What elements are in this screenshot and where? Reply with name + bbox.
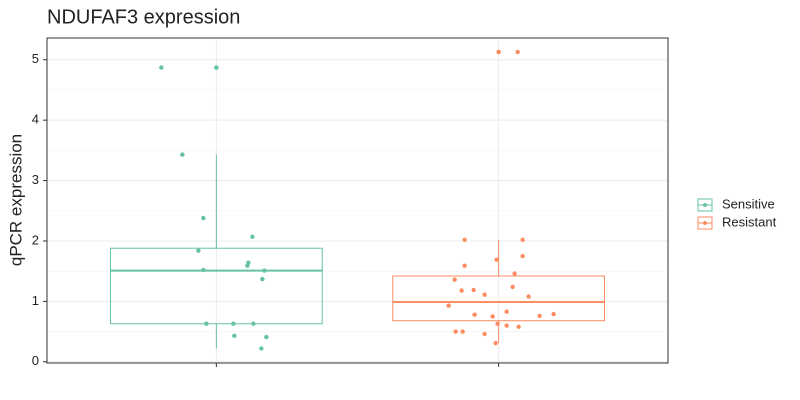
point xyxy=(493,340,498,346)
point xyxy=(520,237,525,242)
y-tick-label: 0 xyxy=(32,353,39,368)
point xyxy=(494,257,499,262)
point xyxy=(460,329,465,334)
point xyxy=(482,331,487,337)
point xyxy=(515,49,520,55)
y-tick-label: 4 xyxy=(32,112,39,127)
point xyxy=(471,287,476,293)
box xyxy=(392,275,605,322)
point xyxy=(482,292,487,297)
box xyxy=(110,247,323,325)
point xyxy=(159,65,164,70)
panel xyxy=(47,38,668,363)
point xyxy=(250,234,255,239)
point xyxy=(472,312,477,317)
point xyxy=(196,248,201,253)
point xyxy=(495,321,500,326)
point xyxy=(232,333,237,339)
point xyxy=(201,215,206,221)
point xyxy=(537,313,542,319)
point xyxy=(490,314,495,319)
point xyxy=(453,329,458,334)
y-tick-label: 5 xyxy=(32,51,39,66)
point xyxy=(459,288,464,293)
point xyxy=(462,237,467,242)
point xyxy=(245,263,250,268)
point xyxy=(262,268,267,273)
legend-key xyxy=(703,203,707,207)
y-tick-label: 2 xyxy=(32,232,39,247)
point xyxy=(516,324,521,329)
legend-key xyxy=(703,221,707,225)
legend-label: Sensitive xyxy=(722,196,775,211)
point xyxy=(520,253,525,259)
y-tick-label: 1 xyxy=(32,293,39,308)
point xyxy=(231,321,236,326)
point xyxy=(510,284,515,290)
point xyxy=(259,346,264,351)
point xyxy=(551,311,556,317)
point xyxy=(201,267,206,273)
point xyxy=(260,276,265,282)
point xyxy=(180,152,185,157)
point xyxy=(496,49,501,55)
point xyxy=(462,263,467,268)
point xyxy=(251,321,256,326)
point xyxy=(526,294,531,299)
panel-border xyxy=(46,37,669,364)
point xyxy=(504,323,509,328)
point xyxy=(446,303,451,308)
y-axis-label: qPCR expression xyxy=(6,134,25,266)
point xyxy=(504,309,509,314)
point xyxy=(452,277,457,282)
point xyxy=(264,334,269,340)
y-tick-label: 3 xyxy=(32,172,39,187)
legend-label: Resistant xyxy=(722,214,777,229)
chart-title: NDUFAF3 expression xyxy=(47,6,240,28)
point xyxy=(204,321,209,326)
point xyxy=(214,65,219,70)
point xyxy=(512,271,517,276)
